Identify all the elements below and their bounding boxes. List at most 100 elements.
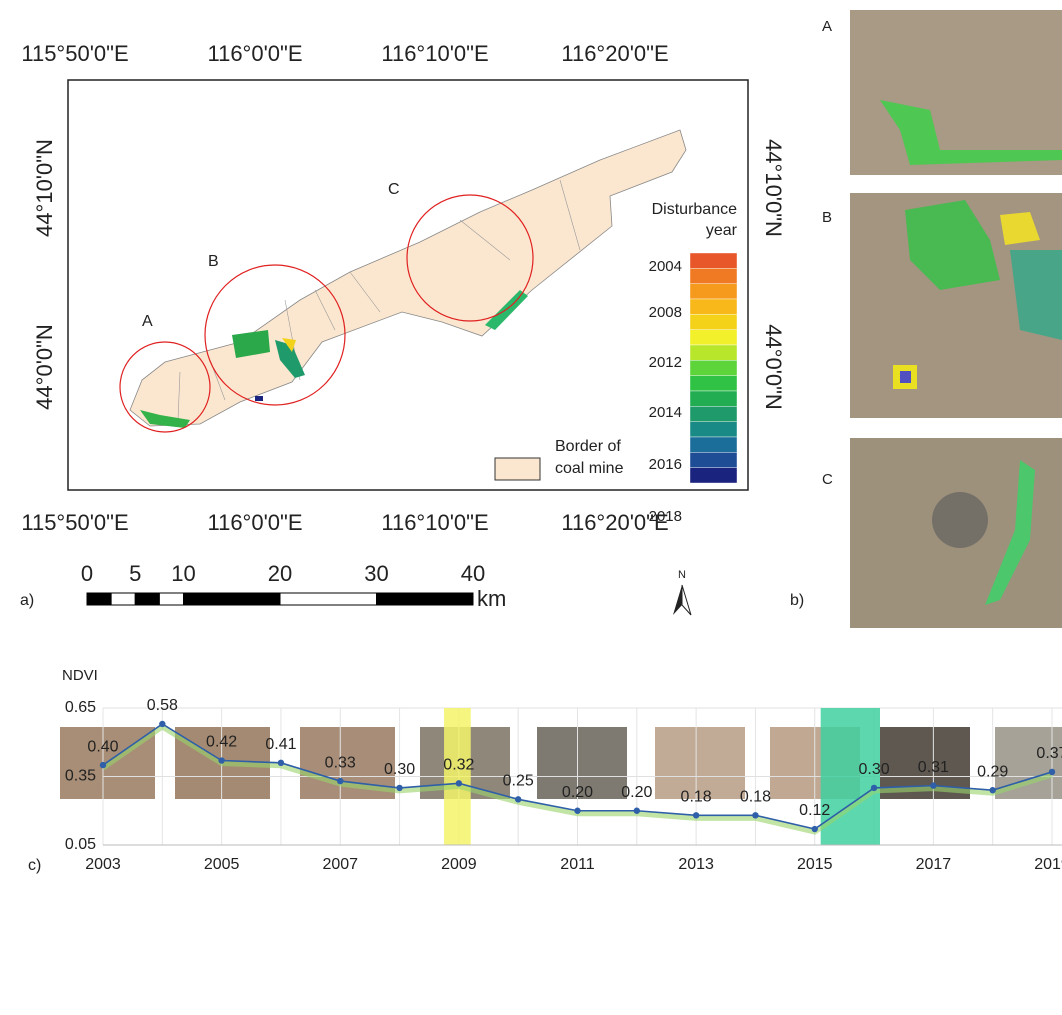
x-tick-label: 2011	[560, 856, 595, 873]
scale-label: 30	[364, 561, 388, 586]
scale-segment	[135, 593, 159, 605]
point	[693, 812, 699, 818]
border-legend-swatch	[495, 458, 540, 480]
value-label: 0.29	[977, 763, 1008, 780]
point	[159, 721, 165, 727]
legend-year: 2008	[649, 304, 682, 321]
colorbar-step	[690, 452, 737, 467]
lat-label: 44°10'0"N	[761, 139, 786, 237]
value-label: 0.32	[443, 757, 474, 774]
scale-label: 10	[171, 561, 195, 586]
legend-year: 2014	[649, 404, 682, 421]
value-label: 0.20	[562, 784, 593, 801]
y-tick-label: 0.65	[65, 699, 96, 716]
satellite-images	[850, 10, 1062, 628]
x-tick-label: 2003	[85, 856, 121, 873]
lat-label: 44°0'0"N	[761, 324, 786, 410]
scale-segment	[111, 593, 135, 605]
lon-label: 116°0'0"E	[207, 41, 302, 66]
legend-title: year	[706, 222, 738, 239]
x-tick-label: 2009	[441, 856, 477, 873]
legend-year: 2012	[649, 354, 682, 371]
point	[871, 785, 877, 791]
image-label: A	[822, 18, 832, 35]
point	[337, 778, 343, 784]
panel-label: b)	[790, 592, 804, 609]
colorbar-step	[690, 345, 737, 360]
value-label: 0.30	[384, 761, 415, 778]
lon-label: 116°10'0"E	[381, 510, 488, 535]
point	[218, 757, 224, 763]
x-tick-label: 2015	[797, 856, 833, 873]
colorbar-step	[690, 391, 737, 406]
value-label: 0.18	[740, 789, 771, 806]
x-tick-label: 2017	[916, 856, 952, 873]
scale-segment	[159, 593, 183, 605]
value-label: 0.20	[621, 784, 652, 801]
site-label: A	[142, 313, 153, 330]
scale-segment	[87, 593, 111, 605]
lat-label: 44°0'0"N	[32, 324, 57, 410]
legend-year: 2018	[649, 508, 682, 525]
lat-label: 44°10'0"N	[32, 139, 57, 237]
scale-segment	[184, 593, 281, 605]
value-label: 0.33	[325, 754, 356, 771]
scale-label: 40	[461, 561, 485, 586]
colorbar-step	[690, 376, 737, 391]
value-label: 0.25	[503, 773, 534, 790]
colorbar-step	[690, 468, 737, 483]
point	[634, 808, 640, 814]
colorbar-step	[690, 314, 737, 329]
colorbar-step	[690, 437, 737, 452]
north-arrow	[673, 585, 691, 615]
value-label: 0.41	[265, 736, 296, 753]
value-label: 0.58	[147, 697, 178, 714]
point	[752, 812, 758, 818]
value-label: 0.31	[918, 759, 949, 776]
point	[100, 762, 106, 768]
colorbar-step	[690, 253, 737, 268]
value-label: 0.37	[1036, 745, 1062, 762]
panel-label: a)	[20, 592, 34, 609]
border-legend-label: coal mine	[555, 460, 624, 477]
scale-label: 0	[81, 561, 93, 586]
scale-label: 5	[129, 561, 141, 586]
scale-label: 20	[268, 561, 292, 586]
value-label: 0.12	[799, 802, 830, 819]
legend-year: 2004	[649, 258, 682, 275]
site-label: B	[208, 253, 219, 270]
x-tick-label: 2019	[1034, 856, 1062, 873]
point	[515, 796, 521, 802]
lon-label: 115°50'0"E	[21, 41, 128, 66]
point	[930, 782, 936, 788]
scale-segment	[377, 593, 474, 605]
colorbar-step	[690, 330, 737, 345]
point	[396, 785, 402, 791]
y-tick-label: 0.35	[65, 768, 96, 785]
north-label: N	[678, 569, 686, 581]
x-tick-label: 2005	[204, 856, 240, 873]
colorbar	[690, 253, 737, 483]
y-tick-label: 0.05	[65, 836, 96, 853]
panel-label: c)	[28, 857, 41, 874]
colorbar-step	[690, 422, 737, 437]
point	[574, 808, 580, 814]
colorbar-step	[690, 360, 737, 375]
point	[278, 760, 284, 766]
border-legend-label: Border of	[555, 438, 621, 455]
value-label: 0.30	[858, 761, 889, 778]
value-label: 0.42	[206, 734, 237, 751]
colorbar-step	[690, 406, 737, 421]
lon-label: 116°0'0"E	[207, 510, 302, 535]
point	[989, 787, 995, 793]
image-label: B	[822, 209, 832, 226]
scale-unit: km	[477, 586, 506, 611]
point	[456, 780, 462, 786]
x-tick-label: 2013	[678, 856, 714, 873]
x-tick-label: 2007	[322, 856, 358, 873]
image-label: C	[822, 471, 833, 488]
colorbar-step	[690, 299, 737, 314]
y-axis-label: NDVI	[62, 667, 98, 684]
colorbar-step	[690, 284, 737, 299]
lon-label: 115°50'0"E	[21, 510, 128, 535]
